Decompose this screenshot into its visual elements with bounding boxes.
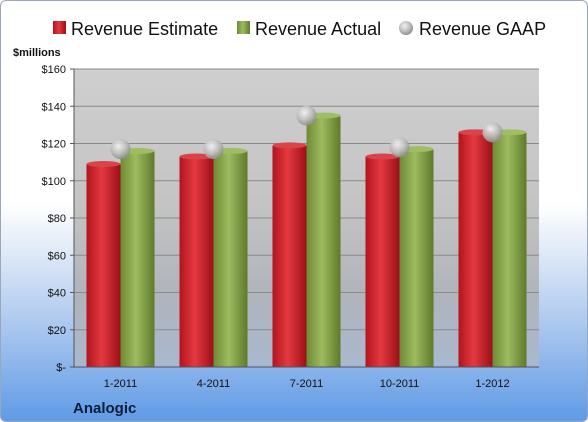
x-tick-label: 1-2011 [104, 378, 137, 390]
x-tick-label: 10-2011 [380, 378, 420, 390]
company-name: Analogic [73, 400, 136, 417]
x-tick-label: 7-2011 [290, 378, 323, 390]
y-axis-ticks: $- $20 $40 $60 $80 $100 $120 $140 $160 [42, 64, 75, 374]
bar-estimate-top [86, 160, 121, 167]
bar-estimate-top [179, 153, 214, 160]
legend: Revenue Estimate Revenue Actual Revenue … [53, 19, 546, 39]
gaap-marker-1-2012 [482, 122, 503, 143]
bar-actual-7-2011 [306, 115, 341, 367]
legend-gaap-label: Revenue GAAP [419, 19, 546, 39]
legend-actual-swatch [237, 21, 250, 34]
bar-estimate-10-2011 [365, 156, 400, 367]
bar-estimate-4-2011 [179, 156, 214, 367]
gaap-markers [110, 105, 503, 160]
y-tick-label: $120 [42, 139, 66, 151]
y-tick-label: $40 [48, 288, 66, 300]
gaap-marker-7-2011 [296, 105, 317, 126]
bar-actual-10-2011 [399, 149, 434, 367]
y-tick-label: $160 [42, 64, 66, 76]
bar-estimate-1-2011 [86, 163, 121, 367]
legend-actual-label: Revenue Actual [255, 19, 381, 39]
bar-estimate-1-2012 [458, 132, 493, 367]
bars [86, 112, 527, 367]
y-tick-label: $- [56, 362, 66, 374]
legend-estimate-label: Revenue Estimate [71, 19, 218, 39]
y-tick-label: $20 [48, 325, 66, 337]
bar-actual-1-2012 [492, 132, 527, 367]
legend-estimate-swatch [53, 21, 66, 34]
x-tick-label: 1-2012 [475, 378, 509, 390]
x-tick-label: 4-2011 [197, 378, 230, 390]
y-tick-label: $140 [42, 101, 66, 113]
unit-label: $millions [13, 47, 61, 59]
y-tick-label: $80 [48, 213, 66, 225]
bar-estimate-top [272, 142, 307, 149]
legend-gaap-swatch [399, 21, 413, 35]
y-tick-label: $60 [48, 250, 66, 262]
y-tick-label: $100 [42, 176, 66, 188]
gaap-marker-10-2011 [389, 137, 410, 158]
bar-actual-4-2011 [213, 150, 248, 367]
bar-actual-1-2011 [120, 150, 155, 367]
x-axis-ticks: 1-2011 4-2011 7-2011 10-2011 1-2012 [74, 366, 539, 390]
bar-estimate-top [365, 153, 400, 160]
gaap-marker-1-2011 [110, 139, 131, 160]
bar-estimate-7-2011 [272, 145, 307, 367]
gaap-marker-4-2011 [203, 139, 224, 160]
